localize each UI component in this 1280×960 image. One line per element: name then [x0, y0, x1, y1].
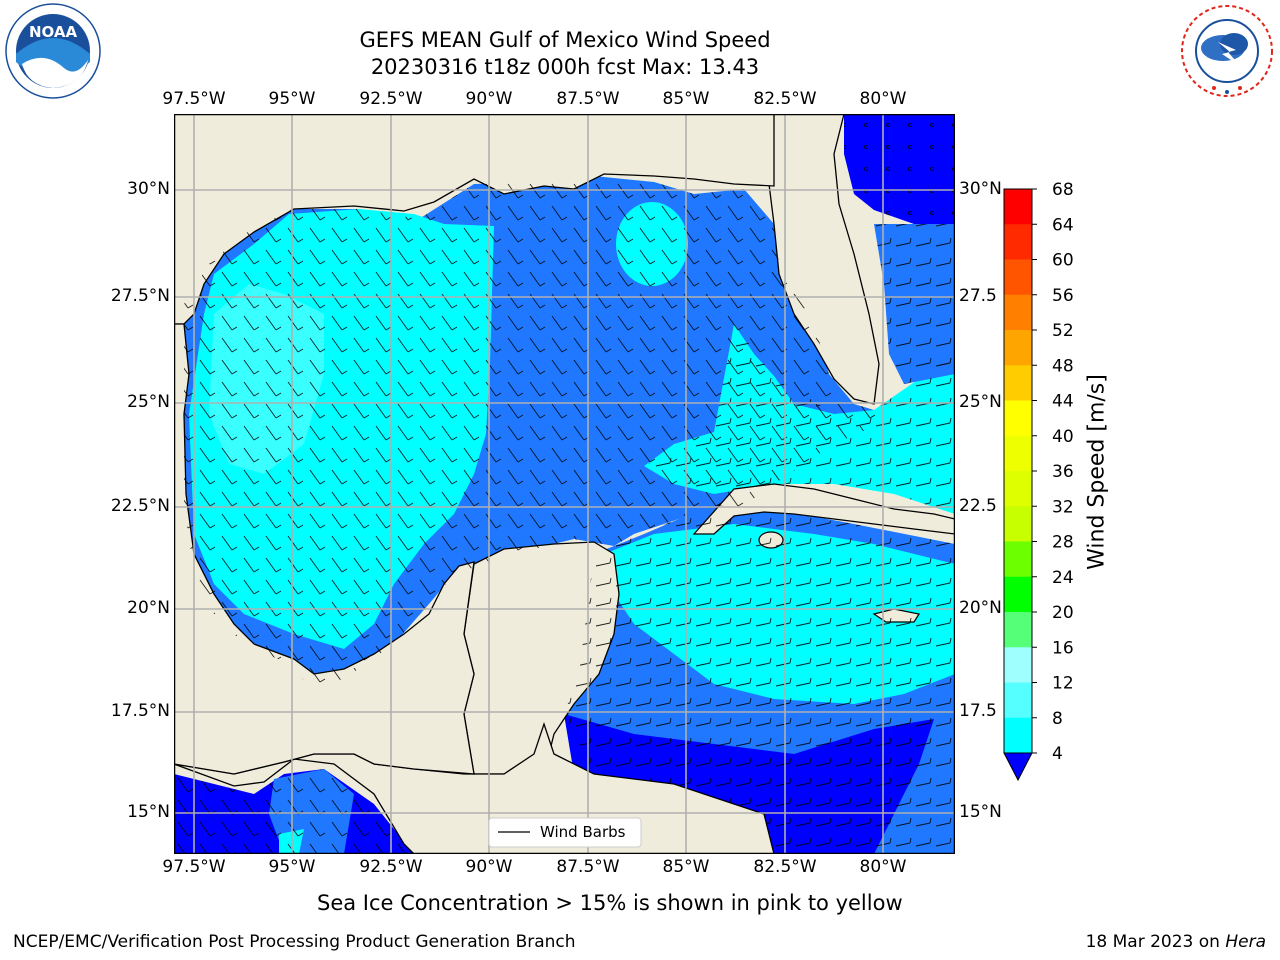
colorbar-segment: [1004, 717, 1032, 754]
axis-tick-label: 97.5°W: [162, 857, 226, 877]
colorbar-tick-label: 12: [1052, 674, 1074, 694]
footer-credit: NCEP/EMC/Verification Post Processing Pr…: [13, 932, 576, 952]
wind-speed-map: Wind Barbs: [174, 114, 955, 854]
colorbar-segment: [1004, 330, 1032, 366]
colorbar-segment: [1004, 365, 1032, 401]
colorbar-segment: [1004, 647, 1032, 683]
colorbar-segment: [1004, 612, 1032, 648]
colorbar-tick-label: 24: [1052, 568, 1074, 588]
colorbar-segment: [1004, 259, 1032, 296]
colorbar-segment: [1004, 506, 1032, 542]
noaa-logo-text: NOAA: [29, 23, 78, 41]
axis-tick-label: 22.5: [959, 496, 997, 516]
chart-title-line2: 20230316 t18z 000h fcst Max: 13.43: [370, 55, 760, 79]
colorbar-segment: [1004, 471, 1032, 507]
colorbar-segment: [1004, 189, 1032, 225]
axis-tick-label: 20°N: [959, 598, 1002, 618]
colorbar-segment: [1004, 682, 1032, 719]
axis-tick-label: 27.5: [959, 286, 997, 306]
colorbar-tick-label: 20: [1052, 603, 1074, 623]
axis-tick-label: 15°N: [959, 802, 1002, 822]
legend-label: Wind Barbs: [540, 823, 626, 841]
colorbar-tick-label: 40: [1052, 427, 1074, 447]
colorbar-tick-label: 52: [1052, 321, 1074, 341]
map-legend: Wind Barbs: [488, 817, 642, 848]
colorbar-tick-label: 4: [1052, 744, 1063, 764]
noaa-logo: NOAA: [5, 3, 101, 99]
axis-tick-label: 17.5°N: [110, 701, 170, 721]
axis-tick-label: 95°W: [268, 857, 316, 877]
colorbar-tick-label: 36: [1052, 462, 1074, 482]
colorbar-segment: [1004, 294, 1032, 331]
axis-tick-label: 90°W: [465, 857, 513, 877]
colorbar-label: Wind Speed [m/s]: [1084, 374, 1110, 570]
colorbar-tick-label: 56: [1052, 286, 1074, 306]
axis-tick-label: 25°N: [959, 392, 1002, 412]
colorbar-tick-label: 60: [1052, 251, 1074, 271]
axis-tick-label: 25°N: [127, 392, 170, 412]
colorbar-segment: [1004, 435, 1032, 472]
axis-tick-label: 80°W: [859, 857, 907, 877]
axis-tick-label: 87.5°W: [556, 857, 620, 877]
colorbar-tick-label: 44: [1052, 392, 1074, 412]
wind-barbs-layer: [174, 114, 955, 854]
colorbar-tick-label: 32: [1052, 497, 1074, 517]
axis-tick-label: 30°N: [959, 179, 1002, 199]
colorbar-segment: [1004, 541, 1032, 578]
axis-tick-label: 17.5: [959, 701, 997, 721]
axis-tick-label: 95°W: [268, 89, 316, 109]
axis-tick-label: 92.5°W: [359, 857, 423, 877]
axis-tick-label: 82.5°W: [753, 89, 817, 109]
chart-title-line1: GEFS MEAN Gulf of Mexico Wind Speed: [359, 28, 771, 52]
sea-ice-note: Sea Ice Concentration > 15% is shown in …: [317, 891, 903, 915]
nws-logo: [1181, 5, 1273, 97]
colorbar-tick-label: 28: [1052, 533, 1074, 553]
colorbar-extend-arrow: [1003, 752, 1033, 782]
axis-tick-label: 87.5°W: [556, 89, 620, 109]
graticule: [174, 114, 955, 854]
wind-speed-colorbar: 68 64 60 56 52 48 44 40 36 32 28 24 20 16 12 8 4: [1003, 180, 1074, 782]
colorbar-segment: [1004, 576, 1032, 613]
colorbar-segment: [1004, 224, 1032, 260]
axis-tick-label: 15°N: [127, 802, 170, 822]
colorbar-tick-label: 16: [1052, 638, 1074, 658]
axis-tick-label: 85°W: [662, 857, 710, 877]
axis-tick-label: 30°N: [127, 179, 170, 199]
colorbar-tick-label: 48: [1052, 356, 1074, 376]
axis-tick-label: 27.5°N: [110, 286, 170, 306]
axis-tick-label: 22.5°N: [110, 496, 170, 516]
axis-tick-label: 90°W: [465, 89, 513, 109]
axis-tick-label: 80°W: [859, 89, 907, 109]
colorbar-tick-label: 68: [1052, 180, 1074, 200]
axis-tick-label: 20°N: [127, 598, 170, 618]
colorbar-tick-label: 8: [1052, 709, 1063, 729]
colorbar-tick-label: 64: [1052, 215, 1074, 235]
footer-date: 18 Mar 2023 on Hera: [1086, 932, 1266, 952]
axis-tick-label: 82.5°W: [753, 857, 817, 877]
axis-tick-label: 85°W: [662, 89, 710, 109]
axis-tick-label: 97.5°W: [162, 89, 226, 109]
footer-machine: Hera: [1225, 932, 1266, 952]
axis-tick-label: 92.5°W: [359, 89, 423, 109]
footer-date-text: 18 Mar 2023 on: [1085, 932, 1226, 952]
colorbar-segment: [1004, 400, 1032, 437]
